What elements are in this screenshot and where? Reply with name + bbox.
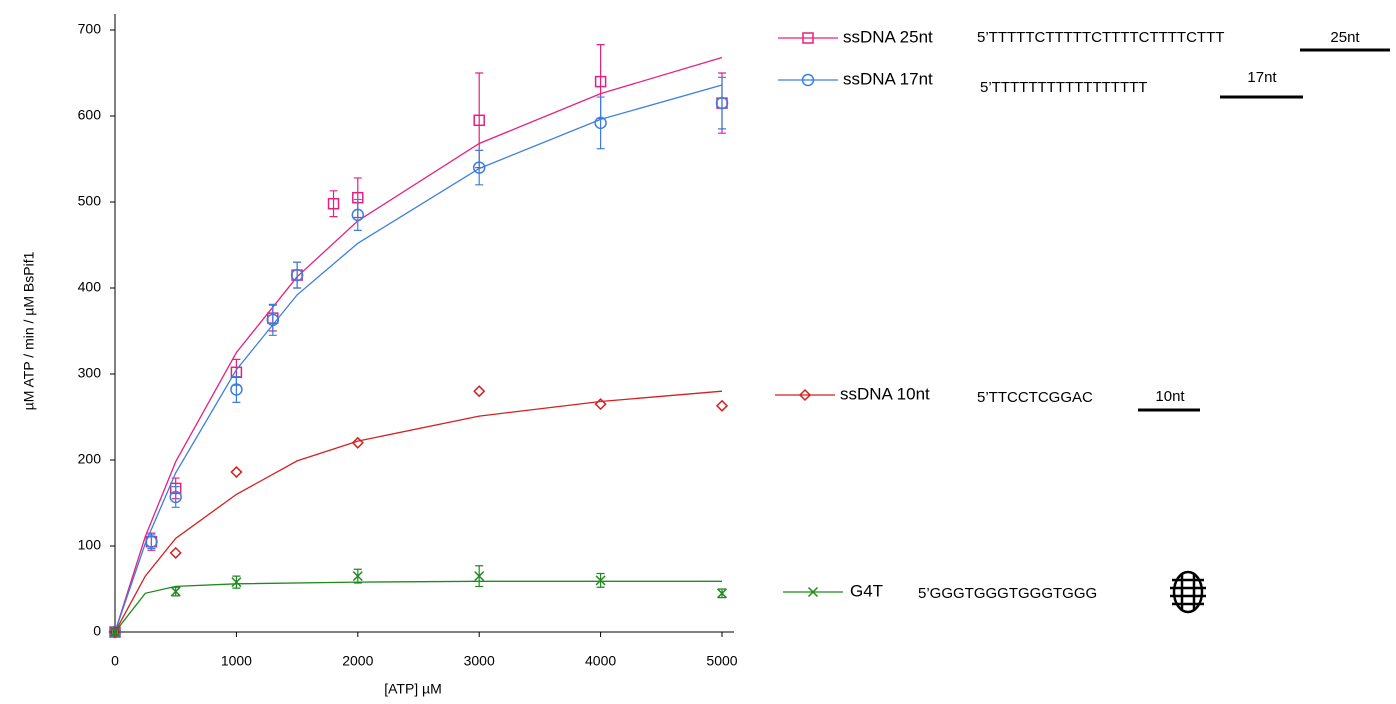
error-bar bbox=[329, 190, 338, 218]
error-bar bbox=[353, 198, 362, 231]
marker bbox=[109, 626, 121, 638]
x-tick-label: 1000 bbox=[221, 653, 252, 669]
marker bbox=[473, 114, 485, 127]
sequence: 5’GGGTGGGTGGGTGGG bbox=[918, 585, 1097, 602]
x-axis-label: [ATP] µM bbox=[384, 681, 442, 697]
marker bbox=[715, 96, 729, 110]
legend-label: ssDNA 10nt bbox=[840, 384, 930, 403]
y-tick-label: 700 bbox=[78, 21, 102, 37]
y-tick-label: 400 bbox=[78, 279, 102, 295]
marker bbox=[230, 465, 243, 479]
sequence: 5’TTTTTTTTTTTTTTTTT bbox=[980, 79, 1147, 96]
error-bar bbox=[596, 96, 605, 150]
error-bar bbox=[293, 261, 302, 289]
length-label: 10nt bbox=[1155, 388, 1185, 405]
marker bbox=[290, 268, 304, 282]
x-tick-label: 3000 bbox=[464, 653, 495, 669]
y-tick-label: 500 bbox=[78, 193, 102, 209]
marker bbox=[716, 588, 728, 599]
length-label: 25nt bbox=[1330, 29, 1360, 46]
marker bbox=[266, 313, 280, 327]
y-tick-label: 0 bbox=[93, 623, 101, 639]
error-bar bbox=[718, 76, 726, 130]
g4-icon bbox=[1170, 570, 1206, 614]
marker bbox=[801, 73, 815, 87]
series bbox=[109, 565, 728, 638]
marker bbox=[473, 385, 486, 398]
error-bar bbox=[147, 534, 156, 550]
y-tick-label: 200 bbox=[78, 451, 102, 467]
series bbox=[108, 76, 729, 639]
marker bbox=[474, 571, 485, 582]
marker bbox=[231, 577, 242, 588]
x-tick-label: 0 bbox=[111, 653, 119, 669]
series bbox=[109, 44, 728, 638]
marker bbox=[798, 388, 812, 402]
y-axis-label: µM ATP / min / µM BsPif1 bbox=[21, 251, 37, 410]
marker bbox=[145, 535, 158, 548]
error-bar bbox=[232, 375, 241, 403]
marker bbox=[230, 383, 243, 396]
legend-label: ssDNA 17nt bbox=[843, 69, 933, 88]
length-label: 17nt bbox=[1247, 69, 1277, 86]
marker bbox=[715, 399, 729, 412]
y-tick-label: 300 bbox=[78, 365, 102, 381]
fit-curve bbox=[114, 580, 722, 633]
fit-curve bbox=[114, 84, 723, 633]
marker bbox=[169, 546, 182, 559]
sequence: 5’TTCCTCGGAC bbox=[977, 389, 1093, 406]
marker bbox=[108, 625, 122, 639]
x-tick-label: 4000 bbox=[585, 653, 616, 669]
series bbox=[108, 385, 729, 639]
legend-label: G4T bbox=[850, 581, 883, 600]
marker bbox=[807, 586, 819, 598]
marker bbox=[595, 575, 606, 586]
marker bbox=[351, 208, 365, 222]
marker bbox=[327, 197, 340, 210]
marker bbox=[351, 436, 364, 449]
marker bbox=[170, 586, 181, 597]
error-bar bbox=[171, 486, 180, 508]
fit-curve bbox=[114, 56, 723, 633]
y-tick-label: 600 bbox=[78, 107, 102, 123]
marker bbox=[802, 32, 814, 44]
x-tick-label: 5000 bbox=[706, 653, 737, 669]
marker bbox=[594, 116, 607, 130]
marker bbox=[352, 571, 363, 582]
marker bbox=[169, 490, 182, 504]
x-tick-label: 2000 bbox=[342, 653, 373, 669]
sequence: 5’TTTTTCTTTTTCTTTTCTTTTCTTT bbox=[977, 29, 1224, 46]
marker bbox=[594, 75, 607, 88]
error-bar bbox=[268, 303, 277, 336]
marker bbox=[472, 161, 486, 174]
fit-curve bbox=[114, 390, 723, 633]
error-bar bbox=[475, 149, 484, 186]
legend-label: ssDNA 25nt bbox=[843, 27, 933, 46]
marker bbox=[594, 398, 607, 411]
y-tick-label: 100 bbox=[78, 537, 102, 553]
